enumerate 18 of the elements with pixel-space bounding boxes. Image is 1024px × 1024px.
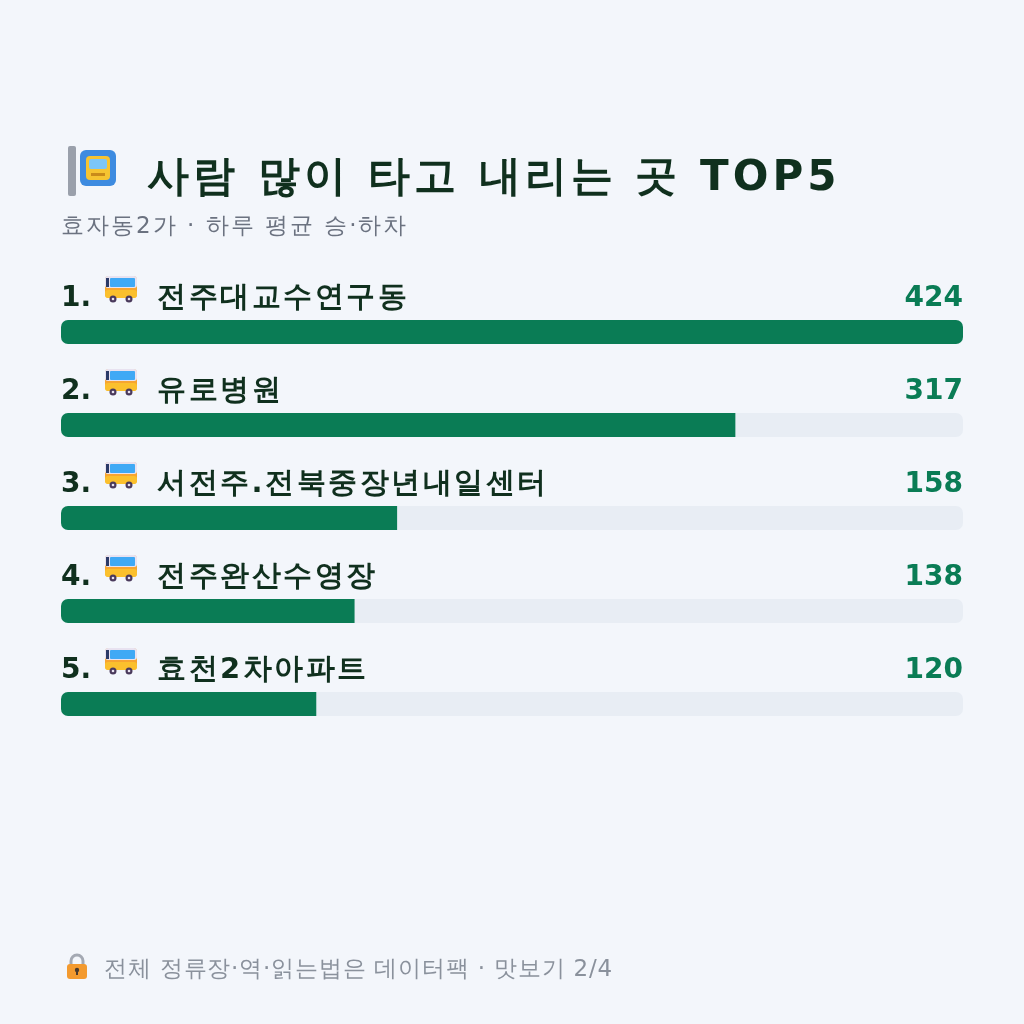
category: 전주완산수영장 [157, 558, 378, 592]
data-label: 158 [904, 466, 963, 499]
annotation: 전체 정류장·역·읽는법은 데이터팩 · 맛보기 2/4 [104, 955, 613, 981]
data-label: 424 [904, 280, 963, 313]
category-rank: 4. [61, 559, 92, 592]
data-label: 138 [904, 559, 963, 592]
title: 사람 많이 타고 내리는 곳 TOP5 [147, 151, 841, 200]
data-label: 317 [904, 373, 963, 406]
category: 전주대교수연구동 [157, 279, 409, 313]
category-rank: 1. [61, 280, 92, 313]
subtitle: 효자동2가 · 하루 평균 승·하차 [61, 212, 409, 238]
category-rank: 5. [61, 652, 92, 685]
category-rank: 3. [61, 466, 92, 499]
category: 효천2차아파트 [157, 651, 369, 685]
category: 서전주.전북중장년내일센터 [157, 465, 549, 499]
category-rank: 2. [61, 373, 92, 406]
category: 유로병원 [157, 372, 283, 406]
data-label: 120 [904, 652, 963, 685]
